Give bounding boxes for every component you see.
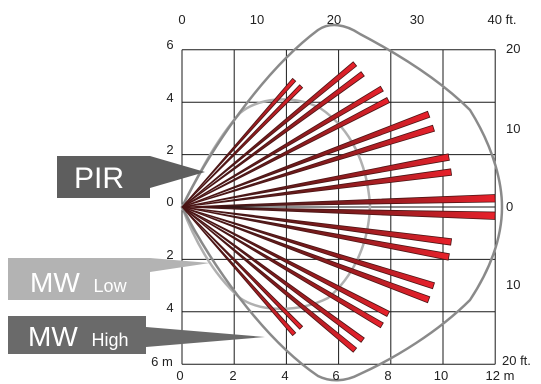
left-tick-3: 0 xyxy=(166,194,173,209)
beam-finger xyxy=(181,194,496,208)
beam-finger xyxy=(181,206,450,261)
beam-finger xyxy=(181,85,384,208)
mw-high-label-sub: High xyxy=(92,330,129,350)
pir-callout: PIR xyxy=(57,156,205,198)
beam-finger xyxy=(181,206,358,353)
top-tick-2: 20 xyxy=(327,12,341,27)
beam-finger xyxy=(181,206,297,337)
top-tick-3: 30 xyxy=(410,12,424,27)
mw-low-label-sub: Low xyxy=(94,276,128,296)
beam-finger xyxy=(181,84,304,208)
top-tick-1: 10 xyxy=(250,12,264,27)
beam-finger xyxy=(181,97,391,208)
bottom-tick-1: 2 xyxy=(229,368,236,383)
right-tick-1: 10 xyxy=(506,121,520,136)
left-tick-1: 4 xyxy=(166,90,173,105)
beam-finger xyxy=(181,206,391,317)
pir-callout-bg xyxy=(57,156,205,198)
left-tick-6: 6 m xyxy=(151,354,173,369)
beam-finger xyxy=(181,206,304,330)
beam-finger xyxy=(181,61,358,208)
beam-finger xyxy=(181,206,365,343)
bottom-tick-2: 4 xyxy=(281,368,288,383)
right-tick-3: 10 xyxy=(506,277,520,292)
left-tick-2: 2 xyxy=(166,142,173,157)
mw-high-callout-bg xyxy=(8,316,265,354)
bottom-tick-6: 12 m xyxy=(486,368,515,383)
detection-beams xyxy=(181,61,496,353)
beam-finger xyxy=(181,206,496,220)
axis-labels: 0 10 20 30 40 ft. 0 2 4 6 8 10 12 m 6 4 … xyxy=(151,12,531,383)
right-tick-4: 20 ft. xyxy=(502,353,531,368)
bottom-tick-4: 8 xyxy=(384,368,391,383)
beam-finger xyxy=(181,206,453,246)
mw-low-label-main: MW xyxy=(30,267,80,298)
beam-finger xyxy=(181,206,431,304)
right-tick-0: 20 xyxy=(506,41,520,56)
mw-high-label-main: MW xyxy=(28,321,78,352)
left-tick-4: 2 xyxy=(166,247,173,262)
beam-finger xyxy=(181,206,436,290)
pir-coverage-outline xyxy=(180,23,504,382)
mw-low-callout-bg xyxy=(8,258,210,300)
top-tick-4: 40 ft. xyxy=(488,12,517,27)
beam-finger xyxy=(181,168,453,208)
beam-finger xyxy=(181,124,436,208)
pir-label: PIR xyxy=(74,162,124,195)
bottom-tick-0: 0 xyxy=(176,368,183,383)
beam-finger xyxy=(181,153,450,208)
grid xyxy=(181,49,496,365)
mw-high-callout: MW High xyxy=(8,316,265,354)
mw-low-label: MW Low xyxy=(30,267,128,298)
bottom-tick-5: 10 xyxy=(434,368,448,383)
top-tick-0: 0 xyxy=(178,12,185,27)
beam-finger xyxy=(181,77,297,208)
right-tick-2: 0 xyxy=(506,199,513,214)
mw-low-callout: MW Low xyxy=(8,258,210,300)
mw-high-label: MW High xyxy=(28,321,129,352)
bottom-tick-3: 6 xyxy=(332,368,339,383)
left-tick-5: 4 xyxy=(166,300,173,315)
beam-finger xyxy=(181,110,431,208)
beam-finger xyxy=(181,206,384,329)
beam-finger xyxy=(181,71,365,208)
left-tick-0: 6 xyxy=(166,37,173,52)
